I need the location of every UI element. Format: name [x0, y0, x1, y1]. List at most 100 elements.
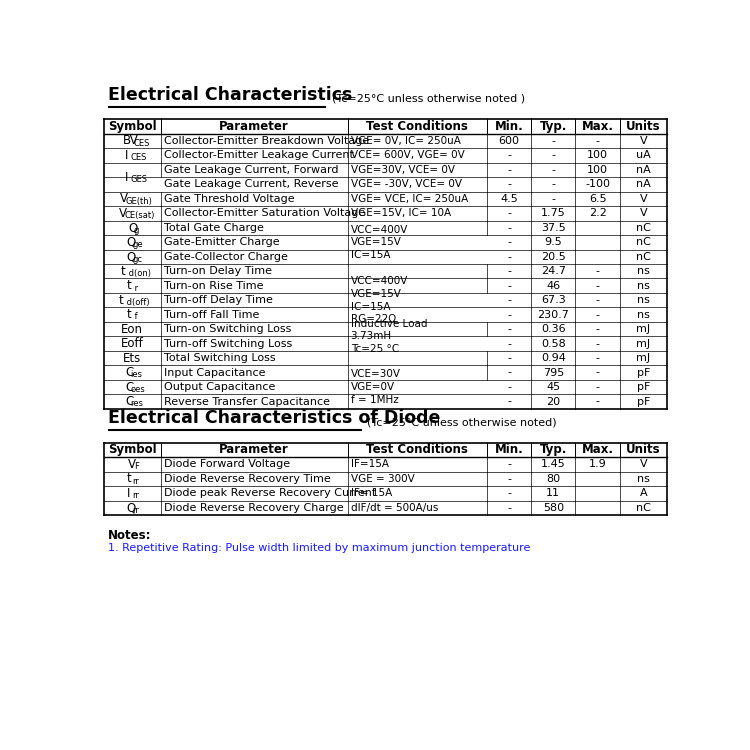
Text: 0.58: 0.58 [541, 339, 566, 349]
Text: 100: 100 [587, 165, 608, 175]
Text: Diode peak Reverse Recovery Current: Diode peak Reverse Recovery Current [164, 488, 376, 498]
Text: nA: nA [636, 165, 651, 175]
Text: IF=15A: IF=15A [351, 459, 388, 470]
Text: 230.7: 230.7 [537, 310, 569, 320]
Text: V: V [118, 207, 127, 220]
Text: 46: 46 [546, 280, 560, 291]
Text: I: I [125, 171, 128, 184]
Text: rr: rr [132, 477, 139, 486]
Text: Symbol: Symbol [108, 443, 157, 457]
Text: ns: ns [637, 266, 650, 276]
Text: Total Switching Loss: Total Switching Loss [164, 353, 275, 363]
Text: 37.5: 37.5 [541, 223, 566, 232]
Text: -: - [507, 382, 511, 392]
Text: VGE=15V, IC= 10A: VGE=15V, IC= 10A [351, 209, 451, 218]
Text: ns: ns [637, 474, 650, 484]
Text: -: - [551, 136, 555, 146]
Text: I: I [125, 149, 128, 162]
Text: Max.: Max. [581, 443, 614, 457]
Text: -: - [507, 209, 511, 218]
Text: Max.: Max. [581, 120, 614, 133]
Text: BV: BV [123, 134, 139, 148]
Text: Turn-on Switching Loss: Turn-on Switching Loss [164, 324, 291, 334]
Text: 9.5: 9.5 [544, 237, 562, 248]
Text: -: - [596, 280, 599, 291]
Text: Collector-Emitter Breakdown Voltage: Collector-Emitter Breakdown Voltage [164, 136, 369, 146]
Text: mJ: mJ [637, 324, 650, 334]
Text: -: - [507, 266, 511, 276]
Text: mJ: mJ [637, 339, 650, 349]
Text: pF: pF [637, 368, 650, 377]
Text: Eoff: Eoff [121, 338, 144, 350]
Text: -: - [507, 310, 511, 320]
Text: 795: 795 [543, 368, 564, 377]
Text: Inductive Load
3.73mH
Tc=25 °C: Inductive Load 3.73mH Tc=25 °C [351, 319, 427, 354]
Text: Eon: Eon [122, 322, 143, 336]
Text: (Tc=25°C unless otherwise noted): (Tc=25°C unless otherwise noted) [367, 417, 556, 428]
Text: dIF/dt = 500A/us: dIF/dt = 500A/us [351, 503, 438, 513]
Text: nA: nA [636, 179, 651, 190]
Text: IF= 15A: IF= 15A [351, 488, 392, 498]
Text: 580: 580 [543, 503, 564, 513]
Text: VGE= 0V, IC= 250uA: VGE= 0V, IC= 250uA [351, 136, 460, 146]
Text: Min.: Min. [494, 120, 524, 133]
Text: Turn-on Rise Time: Turn-on Rise Time [164, 280, 263, 291]
Text: res: res [130, 399, 143, 408]
Text: 1.75: 1.75 [541, 209, 566, 218]
Text: -: - [507, 252, 511, 262]
Text: (Tc=25°C unless otherwise noted ): (Tc=25°C unless otherwise noted ) [332, 94, 525, 104]
Text: Gate Leakage Current, Forward: Gate Leakage Current, Forward [164, 165, 338, 175]
Text: 0.36: 0.36 [541, 324, 566, 334]
Text: 1. Repetitive Rating: Pulse width limited by maximum junction temperature: 1. Repetitive Rating: Pulse width limite… [108, 543, 530, 553]
Text: Electrical Characteristics: Electrical Characteristics [108, 86, 352, 104]
Text: Q: Q [127, 251, 136, 263]
Text: Parameter: Parameter [219, 443, 289, 457]
Text: -: - [507, 280, 511, 291]
Text: 0.94: 0.94 [541, 353, 566, 363]
Text: Units: Units [626, 443, 661, 457]
Text: pF: pF [637, 382, 650, 392]
Text: -: - [507, 223, 511, 232]
Text: -: - [551, 151, 555, 160]
Text: Min.: Min. [494, 443, 524, 457]
Text: V: V [640, 136, 647, 146]
Text: Reverse Transfer Capacitance: Reverse Transfer Capacitance [164, 397, 330, 406]
Text: 2.2: 2.2 [589, 209, 607, 218]
Text: V: V [640, 194, 647, 204]
Text: -: - [596, 136, 599, 146]
Text: VCE=30V
VGE=0V
f = 1MHz: VCE=30V VGE=0V f = 1MHz [351, 369, 400, 405]
Text: Diode Forward Voltage: Diode Forward Voltage [164, 459, 290, 470]
Text: t: t [118, 294, 124, 307]
Text: -: - [596, 324, 599, 334]
Text: I: I [127, 487, 130, 500]
Text: VGE= VCE, IC= 250uA: VGE= VCE, IC= 250uA [351, 194, 468, 204]
Text: A: A [640, 488, 647, 498]
Text: -100: -100 [585, 179, 610, 190]
Text: 1.9: 1.9 [589, 459, 607, 470]
Text: Gate Threshold Voltage: Gate Threshold Voltage [164, 194, 295, 204]
Text: -: - [551, 179, 555, 190]
Text: Collector-Emitter Leakage Current: Collector-Emitter Leakage Current [164, 151, 354, 160]
Text: Typ.: Typ. [539, 120, 567, 133]
Text: t: t [127, 472, 131, 485]
Text: mJ: mJ [637, 353, 650, 363]
Text: Diode Reverse Recovery Time: Diode Reverse Recovery Time [164, 474, 331, 484]
Text: rr: rr [132, 506, 139, 515]
Text: CES: CES [130, 153, 147, 162]
Text: Output Capacitance: Output Capacitance [164, 382, 275, 392]
Text: F: F [134, 462, 139, 471]
Text: Symbol: Symbol [108, 120, 157, 133]
Text: Test Conditions: Test Conditions [366, 443, 468, 457]
Text: -: - [507, 339, 511, 349]
Text: Gate-Collector Charge: Gate-Collector Charge [164, 252, 288, 262]
Text: r: r [132, 284, 138, 292]
Text: V: V [640, 459, 647, 470]
Text: Ets: Ets [123, 352, 142, 364]
Text: ge: ge [132, 240, 142, 249]
Text: GES: GES [130, 175, 148, 184]
Text: 11: 11 [546, 488, 560, 498]
Text: -: - [551, 165, 555, 175]
Text: -: - [596, 382, 599, 392]
Text: 20.5: 20.5 [541, 252, 566, 262]
Text: -: - [507, 151, 511, 160]
